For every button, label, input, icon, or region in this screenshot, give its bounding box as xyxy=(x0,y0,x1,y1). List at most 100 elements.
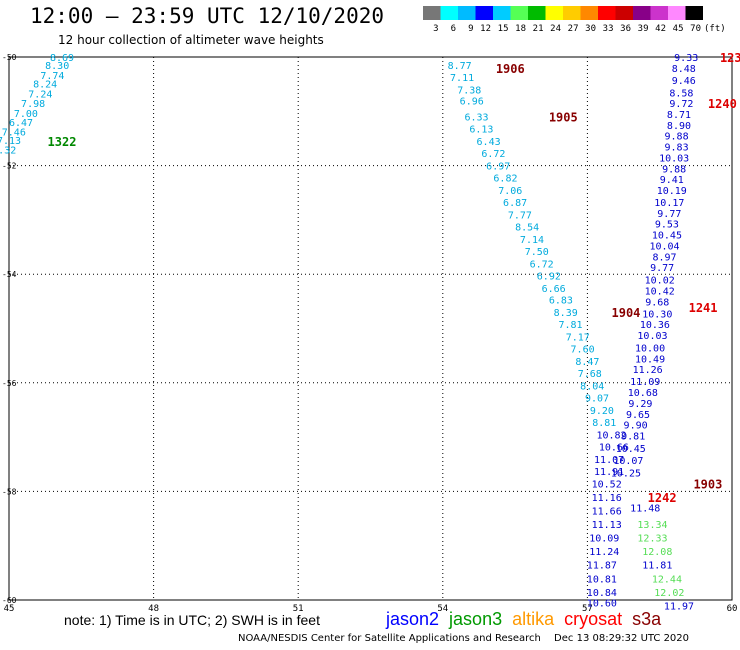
swh-value-label: 6.43 xyxy=(477,137,501,148)
swh-value-label: 8.39 xyxy=(554,308,578,319)
x-tick-label: 48 xyxy=(148,604,159,614)
swh-value-label: 9.65 xyxy=(626,410,650,421)
swh-value-label: 7.68 xyxy=(578,369,602,380)
note-text: note: 1) Time is in UTC; 2) SWH is in fe… xyxy=(64,612,320,628)
swh-value-label: 11.66 xyxy=(592,506,622,517)
swh-value-label: 11.13 xyxy=(592,520,622,531)
swh-value-label: 7.46 xyxy=(2,127,26,138)
y-tick-label: -52 xyxy=(2,162,17,171)
swh-value-label: 9.20 xyxy=(590,406,614,417)
swh-value-label: 9.07 xyxy=(585,393,609,404)
series-track: 8.777.117.386.966.336.136.436.726.976.82… xyxy=(448,61,641,429)
swh-value-label: 8.71 xyxy=(667,110,691,121)
swh-value-label: 8.04 xyxy=(580,382,604,393)
legend-tick: 39 xyxy=(638,24,649,34)
swh-value-label: 7.24 xyxy=(28,89,52,100)
swh-value-label: 6.96 xyxy=(460,96,484,107)
swh-value-label: 9.53 xyxy=(655,220,679,231)
footer-note: note: 1) Time is in UTC; 2) SWH is in fe… xyxy=(64,612,320,628)
swh-value-label: 7.14 xyxy=(520,235,544,246)
swh-value-label: 6.72 xyxy=(481,149,505,160)
swh-value-label: 8.30 xyxy=(45,61,69,72)
timestamp-text: Dec 13 08:29:32 UTC 2020 xyxy=(554,633,690,644)
swh-value-label: 9.83 xyxy=(665,143,689,154)
series-track: 9.338.489.468.589.728.718.909.889.8310.0… xyxy=(611,51,740,515)
x-tick-label: 57 xyxy=(582,604,593,614)
legend-swatch xyxy=(685,6,703,20)
legend-swatch xyxy=(440,6,458,20)
swh-value-label: 7.17 xyxy=(566,333,590,344)
swh-value-label: 6.72 xyxy=(530,259,554,270)
legend-swatch xyxy=(475,6,493,20)
swh-value-label: 11.91 xyxy=(594,467,624,478)
swh-value-label: 7.50 xyxy=(525,247,549,258)
swh-value-label: 6.92 xyxy=(537,271,561,282)
satellite-name: altika xyxy=(512,609,555,629)
swh-value-label: 11.48 xyxy=(630,504,660,515)
credit-line: NOAA/NESDIS Center for Satellite Applica… xyxy=(238,633,699,644)
swh-value-label: 11.24 xyxy=(589,547,619,558)
swh-value-label: 9.88 xyxy=(665,132,689,143)
series-track: 8.698.307.748.247.247.987.006.477.467.13… xyxy=(0,53,76,156)
track-id-label: 1904 xyxy=(612,306,641,320)
legend-unit: (ft) xyxy=(704,24,726,34)
swh-value-label: 10.68 xyxy=(628,388,658,399)
legend-tick: 18 xyxy=(515,24,526,34)
legend-swatch xyxy=(423,6,441,20)
swh-value-label: 10.60 xyxy=(587,599,617,610)
y-tick-label: -50 xyxy=(2,53,17,62)
swh-value-label: 9.41 xyxy=(660,175,684,186)
swh-value-label: 9.29 xyxy=(628,399,652,410)
legend-tick: 24 xyxy=(550,24,561,34)
swh-value-label: 10.84 xyxy=(587,588,617,599)
swh-value-label: 8.58 xyxy=(669,88,693,99)
swh-value-label: 11.16 xyxy=(592,493,622,504)
swh-value-label: 7.98 xyxy=(21,99,45,110)
track-id-label: 1242 xyxy=(648,491,677,505)
swh-value-label: 9.90 xyxy=(624,421,648,432)
legend-swatch xyxy=(598,6,616,20)
swh-value-label: 6.47 xyxy=(9,118,33,129)
legend-swatch xyxy=(633,6,651,20)
legend-tick: 27 xyxy=(568,24,579,34)
swh-value-label: 10.03 xyxy=(637,331,667,342)
legend-tick: 30 xyxy=(585,24,596,34)
swh-value-label: 7.81 xyxy=(558,320,582,331)
swh-value-label: 8.90 xyxy=(667,121,691,132)
swh-value-label: 8.48 xyxy=(672,64,696,75)
swh-value-label: 11.97 xyxy=(664,601,694,612)
swh-value-label: 6.87 xyxy=(503,198,527,209)
legend-swatch xyxy=(668,6,686,20)
y-tick-label: -60 xyxy=(2,596,17,605)
legend-tick: 3 xyxy=(433,24,438,34)
swh-value-label: 6.82 xyxy=(493,174,517,185)
x-tick-label: 54 xyxy=(437,604,448,614)
track-id-label: 1903 xyxy=(693,477,722,491)
swh-value-label: 9.81 xyxy=(621,431,645,442)
swh-value-label: 9.77 xyxy=(657,209,681,220)
swh-value-label: 12.08 xyxy=(642,547,672,558)
swh-value-label: 11.87 xyxy=(587,561,617,572)
legend-swatch xyxy=(563,6,581,20)
x-tick-label: 51 xyxy=(293,604,304,614)
swh-value-label: 10.07 xyxy=(613,456,643,467)
swh-value-label: 10.09 xyxy=(589,534,619,545)
swh-value-label: 8.77 xyxy=(448,61,472,72)
legend-tick: 21 xyxy=(533,24,544,34)
legend-tick: 9 xyxy=(468,24,473,34)
track-id-label: 1322 xyxy=(48,135,77,149)
track-id-label: 1241 xyxy=(689,301,718,315)
swh-value-label: 10.49 xyxy=(635,354,665,365)
track-id-label: 1905 xyxy=(549,111,578,125)
swh-value-label: 10.25 xyxy=(611,468,641,479)
swh-value-label: 10.66 xyxy=(599,442,629,453)
satellite-name: cryosat xyxy=(564,609,623,629)
swh-value-label: 7.60 xyxy=(571,345,595,356)
swh-value-label: 10.00 xyxy=(635,344,665,355)
swh-value-label: 8.24 xyxy=(33,80,57,91)
swh-value-label: 9.33 xyxy=(674,53,698,64)
satellite-name: jason2 xyxy=(386,609,440,629)
y-tick-label: -58 xyxy=(2,487,17,496)
